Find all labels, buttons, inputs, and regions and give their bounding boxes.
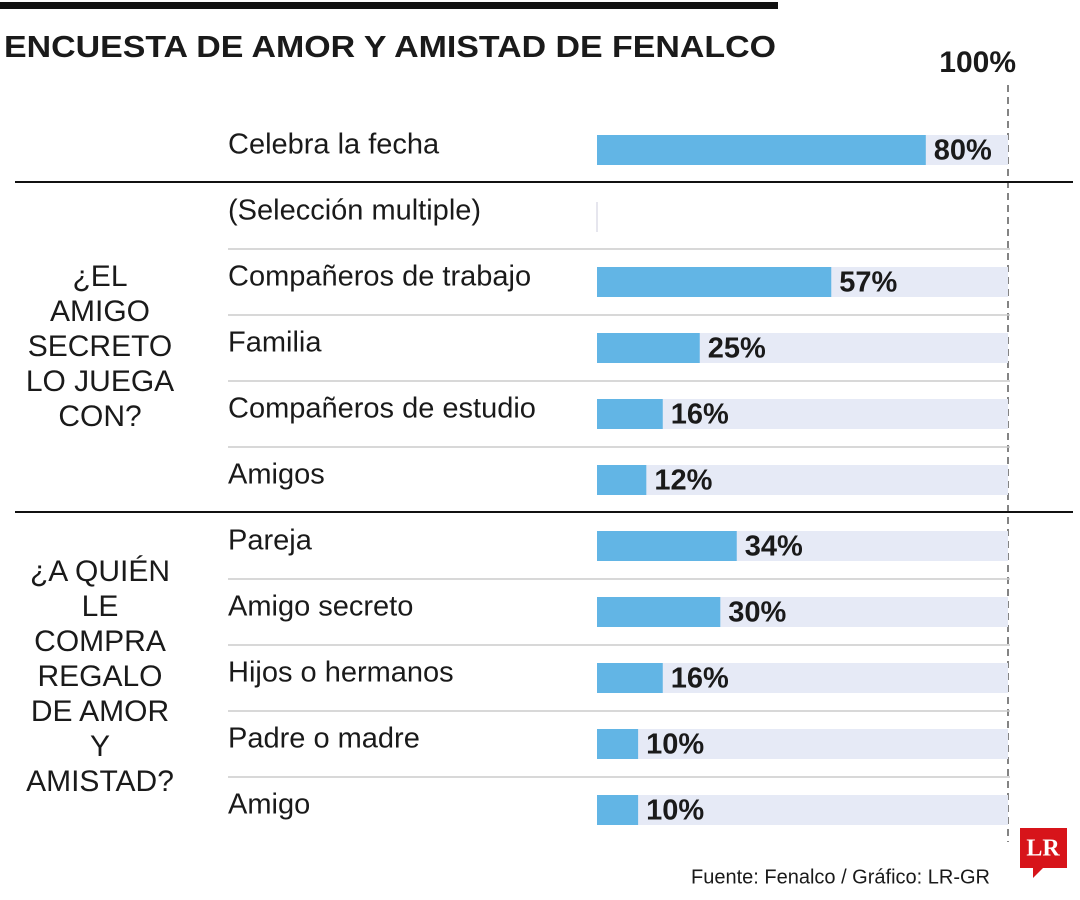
value-label: 57% — [839, 267, 897, 299]
group-label: REGALO — [37, 660, 162, 693]
group-label: ¿EL — [72, 260, 127, 293]
value-label: 10% — [646, 795, 704, 827]
bar — [597, 729, 639, 759]
category-label: Padre o madre — [228, 723, 420, 755]
x-tick-label: 100% — [939, 46, 1016, 79]
group-label: LE — [82, 590, 119, 623]
bar — [597, 597, 721, 627]
source: Fuente: Fenalco / Gráfico: LR-GR — [691, 866, 990, 888]
group-label: AMIGO — [50, 295, 150, 328]
chart-title: ENCUESTA DE AMOR Y AMISTAD DE FENALCO — [4, 29, 776, 64]
bar-track — [597, 663, 1008, 693]
group-label: CON? — [58, 400, 141, 433]
value-label: 16% — [671, 399, 729, 431]
category-label: Hijos o hermanos — [228, 657, 454, 689]
bar — [597, 135, 926, 165]
bar — [597, 663, 663, 693]
bar-track — [597, 795, 1008, 825]
bar-track — [597, 399, 1008, 429]
group-label: LO JUEGA — [26, 365, 174, 398]
value-label: 80% — [934, 135, 992, 167]
group-label: SECRETO — [28, 330, 172, 363]
category-label: Pareja — [228, 525, 313, 557]
bar — [597, 267, 832, 297]
top-rule — [0, 2, 778, 9]
group-label: AMISTAD? — [26, 765, 174, 798]
category-label: Amigos — [228, 459, 325, 491]
group-label: COMPRA — [34, 625, 166, 658]
category-label: Compañeros de trabajo — [228, 261, 531, 293]
bar-track — [597, 729, 1008, 759]
category-label: Familia — [228, 327, 322, 359]
value-label: 30% — [728, 597, 786, 629]
category-label: Celebra la fecha — [228, 129, 440, 161]
group-label: DE AMOR — [31, 695, 169, 728]
group-label: ¿A QUIÉN — [30, 555, 170, 588]
value-label: 34% — [745, 531, 803, 563]
category-label: Amigo — [228, 789, 310, 821]
bar — [597, 531, 737, 561]
value-label: 10% — [646, 729, 704, 761]
group-label: Y — [90, 730, 110, 763]
bar — [597, 795, 639, 825]
category-label: Amigo secreto — [228, 591, 413, 623]
note: (Selección multiple) — [228, 195, 481, 227]
bar — [597, 465, 647, 495]
value-label: 12% — [654, 465, 712, 497]
bar — [597, 333, 700, 363]
logo: LR — [1026, 836, 1060, 862]
bar-track — [597, 465, 1008, 495]
value-label: 16% — [671, 663, 729, 695]
logo-box — [1020, 828, 1067, 878]
bar — [597, 399, 663, 429]
category-label: Compañeros de estudio — [228, 393, 536, 425]
value-label: 25% — [708, 333, 766, 365]
